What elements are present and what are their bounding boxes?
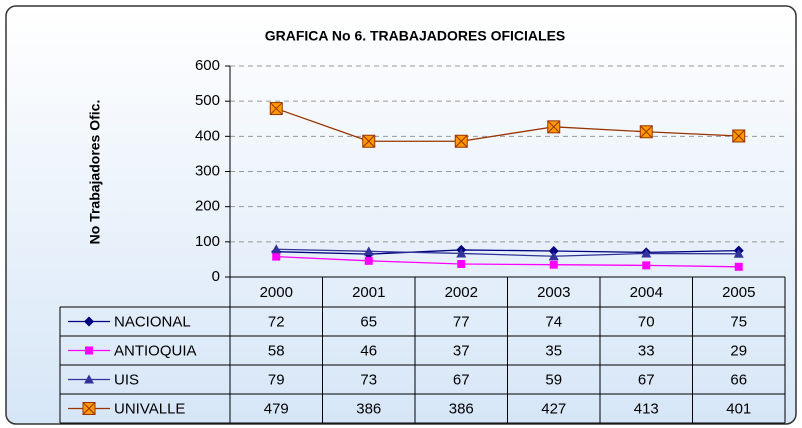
x-tick-label: 2001 — [352, 284, 385, 301]
x-tick-label: 2000 — [260, 284, 293, 301]
table-value: 79 — [268, 371, 285, 388]
table-value: 74 — [545, 313, 562, 330]
legend-label: ANTIOQUIA — [114, 342, 197, 359]
x-tick-label: 2005 — [722, 284, 755, 301]
x-tick-label: 2003 — [537, 284, 570, 301]
table-value: 427 — [541, 400, 566, 417]
point — [364, 256, 373, 265]
point — [732, 129, 746, 143]
series-line — [276, 248, 739, 257]
point — [362, 134, 376, 148]
point — [457, 259, 466, 268]
point — [642, 261, 651, 270]
table-value: 72 — [268, 313, 285, 330]
table-value: 29 — [730, 342, 747, 359]
point — [84, 374, 94, 384]
x-tick-label: 2002 — [445, 284, 478, 301]
point — [363, 246, 374, 256]
table-value: 73 — [360, 371, 377, 388]
table-value: 58 — [268, 342, 285, 359]
series-line — [276, 107, 739, 142]
point — [456, 248, 467, 258]
chart-frame — [5, 5, 797, 425]
point — [639, 125, 653, 139]
point — [641, 248, 652, 258]
y-axis-label: No Trabajadores Ofic. — [87, 100, 103, 245]
y-tick-label: 100 — [195, 233, 220, 250]
y-tick-label: 400 — [195, 127, 220, 144]
point — [272, 252, 281, 261]
table-value: 35 — [545, 342, 562, 359]
legend-label: UIS — [114, 371, 139, 388]
table-value: 386 — [449, 400, 474, 417]
table-value: 33 — [638, 342, 655, 359]
table-value: 401 — [726, 400, 751, 417]
table-value: 479 — [264, 400, 289, 417]
point — [733, 248, 744, 258]
point — [271, 244, 282, 254]
y-tick-label: 0 — [212, 268, 220, 285]
x-tick-label: 2004 — [630, 284, 663, 301]
series-line — [276, 249, 739, 255]
table-value: 67 — [638, 371, 655, 388]
legend-label: UNIVALLE — [114, 400, 185, 417]
point — [548, 251, 559, 261]
table-value: 70 — [638, 313, 655, 330]
table-value: 413 — [634, 400, 659, 417]
point — [548, 245, 559, 256]
point — [82, 402, 96, 415]
table-value: 386 — [356, 400, 381, 417]
y-tick-label: 600 — [195, 57, 220, 74]
point — [547, 120, 561, 134]
y-tick-label: 300 — [195, 162, 220, 179]
table-value: 46 — [360, 342, 377, 359]
point — [84, 316, 94, 327]
table-value: 77 — [453, 313, 470, 330]
point — [454, 134, 468, 148]
table-value: 59 — [545, 371, 562, 388]
table-value: 67 — [453, 371, 470, 388]
table-value: 37 — [453, 342, 470, 359]
point — [85, 346, 93, 355]
point — [269, 102, 283, 116]
series-line — [276, 255, 739, 268]
table-value: 65 — [360, 313, 377, 330]
point — [549, 260, 558, 269]
y-tick-label: 500 — [195, 92, 220, 109]
chart-title: GRAFICA No 6. TRABAJADORES OFICIALES — [265, 28, 566, 44]
table-value: 75 — [730, 313, 747, 330]
table-value: 66 — [730, 371, 747, 388]
legend-label: NACIONAL — [114, 313, 191, 330]
point — [734, 262, 743, 271]
y-tick-label: 200 — [195, 198, 220, 215]
